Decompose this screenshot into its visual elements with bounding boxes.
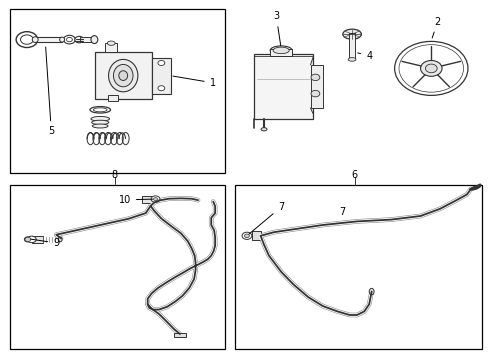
Circle shape xyxy=(158,60,164,66)
Bar xyxy=(348,33,354,59)
Ellipse shape xyxy=(113,64,133,87)
Ellipse shape xyxy=(60,37,64,42)
Ellipse shape xyxy=(347,58,355,61)
Text: 6: 6 xyxy=(351,170,357,180)
Bar xyxy=(270,49,291,56)
Ellipse shape xyxy=(32,37,38,42)
Text: 5: 5 xyxy=(45,47,54,136)
Ellipse shape xyxy=(91,117,109,121)
Ellipse shape xyxy=(269,46,291,55)
Bar xyxy=(151,58,171,94)
Circle shape xyxy=(394,41,467,95)
Ellipse shape xyxy=(91,120,108,125)
Text: 4: 4 xyxy=(357,51,371,61)
Ellipse shape xyxy=(92,124,108,128)
Bar xyxy=(95,52,151,99)
Ellipse shape xyxy=(24,237,31,242)
Ellipse shape xyxy=(91,36,98,44)
Circle shape xyxy=(151,196,160,202)
Circle shape xyxy=(25,237,31,242)
Bar xyxy=(142,196,151,203)
Ellipse shape xyxy=(261,128,266,131)
Text: 3: 3 xyxy=(273,11,280,46)
Text: 8: 8 xyxy=(112,170,118,180)
Circle shape xyxy=(425,64,436,73)
Bar xyxy=(251,231,260,240)
Bar xyxy=(234,185,481,349)
Circle shape xyxy=(20,35,33,44)
Circle shape xyxy=(16,32,38,48)
Ellipse shape xyxy=(342,29,361,39)
Circle shape xyxy=(310,74,319,81)
Text: 10: 10 xyxy=(118,195,152,205)
Ellipse shape xyxy=(108,59,138,92)
Bar xyxy=(310,65,322,108)
Ellipse shape xyxy=(119,71,127,81)
Circle shape xyxy=(153,198,157,201)
Ellipse shape xyxy=(93,108,107,112)
Ellipse shape xyxy=(107,41,115,45)
Bar xyxy=(35,37,62,42)
Text: 7: 7 xyxy=(339,207,345,217)
Text: 1: 1 xyxy=(173,76,215,88)
Bar xyxy=(80,37,94,42)
Circle shape xyxy=(75,36,83,43)
Circle shape xyxy=(242,232,251,239)
Text: 9: 9 xyxy=(31,238,59,248)
Circle shape xyxy=(244,234,249,238)
Circle shape xyxy=(27,236,36,243)
Text: 2: 2 xyxy=(431,17,440,38)
Circle shape xyxy=(63,35,75,44)
Circle shape xyxy=(310,90,319,97)
Bar xyxy=(254,54,312,119)
Bar xyxy=(10,185,224,349)
Bar xyxy=(107,95,118,101)
Ellipse shape xyxy=(368,288,373,295)
Text: 7: 7 xyxy=(248,202,284,234)
Ellipse shape xyxy=(272,47,288,54)
Bar xyxy=(105,43,117,52)
Bar xyxy=(32,236,42,243)
Circle shape xyxy=(420,60,441,76)
Bar xyxy=(10,9,224,173)
Bar xyxy=(173,333,185,337)
Circle shape xyxy=(158,86,164,91)
Circle shape xyxy=(66,37,72,42)
Ellipse shape xyxy=(90,107,110,113)
Circle shape xyxy=(398,45,463,92)
Ellipse shape xyxy=(58,237,62,242)
